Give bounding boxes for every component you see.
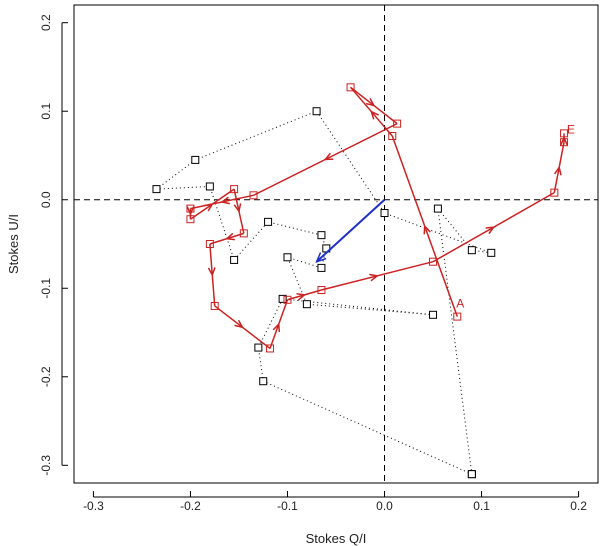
data-point-square xyxy=(312,107,321,116)
data-point-square xyxy=(388,132,397,141)
data-point-square xyxy=(302,300,311,309)
data-point-square xyxy=(346,83,355,92)
arrow-head xyxy=(207,267,216,277)
data-point-square xyxy=(560,129,569,138)
arrow-head xyxy=(220,196,230,205)
data-point-square xyxy=(239,229,248,238)
data-point-square xyxy=(433,204,442,213)
y-tick-label: -0.1 xyxy=(39,278,53,299)
arrow-head xyxy=(234,319,244,329)
data-point-square xyxy=(186,215,195,224)
arrow-head xyxy=(485,226,496,235)
y-tick-label: 0.1 xyxy=(39,103,53,120)
series-red-arrows-squares xyxy=(186,83,569,353)
data-point-square xyxy=(191,155,200,164)
y-tick-label: 0.2 xyxy=(39,14,53,31)
data-point-square xyxy=(259,377,268,386)
x-axis-title: Stokes Q/I xyxy=(306,531,367,546)
series-layer xyxy=(152,83,569,479)
data-point-square xyxy=(550,188,559,197)
arrow-head xyxy=(369,273,380,282)
x-tick-label: 0.0 xyxy=(376,499,393,513)
data-point-square xyxy=(266,344,275,353)
data-point-square xyxy=(230,185,239,194)
x-tick-label: 0.2 xyxy=(570,499,587,513)
series-dotted-black-squares xyxy=(152,107,496,479)
arrow-head xyxy=(323,152,334,161)
data-point-square xyxy=(453,312,462,321)
data-point-square xyxy=(230,255,239,264)
mean-vector-line xyxy=(315,199,386,263)
annotation-label: E xyxy=(567,122,575,136)
x-ticks: -0.3 -0.2 -0.1 0.0 0.1 0.2 xyxy=(83,491,587,513)
arrow-head xyxy=(315,252,327,263)
y-tick-label: 0.0 xyxy=(39,191,53,208)
arrow-head xyxy=(233,203,242,214)
y-ticks: -0.3 -0.2 -0.1 0.0 0.1 0.2 xyxy=(39,14,68,476)
data-point-square xyxy=(560,138,569,147)
x-tick-label: -0.2 xyxy=(180,499,201,513)
arrow-head xyxy=(370,110,379,120)
data-point-square xyxy=(467,246,476,255)
data-point-square xyxy=(210,301,219,310)
data-point-square xyxy=(429,310,438,319)
y-tick-label: -0.3 xyxy=(39,455,53,476)
arrow-head xyxy=(560,135,568,146)
data-point-square xyxy=(380,209,389,218)
arrow-head xyxy=(186,206,195,216)
data-point-square xyxy=(317,286,326,295)
x-tick-label: -0.1 xyxy=(277,499,298,513)
data-point-square xyxy=(264,217,273,226)
y-tick-label: -0.2 xyxy=(39,366,53,387)
plot-frame xyxy=(73,4,599,484)
arrow-head xyxy=(204,203,214,212)
data-point-square xyxy=(152,185,161,194)
data-point-square xyxy=(186,204,195,213)
data-point-square xyxy=(205,240,214,248)
annotation-layer: AE xyxy=(456,122,575,310)
data-point-square xyxy=(205,182,214,191)
arrow-head xyxy=(423,224,431,235)
y-axis-title: Stokes U/I xyxy=(6,214,21,274)
data-point-square xyxy=(317,231,326,240)
data-point-square xyxy=(283,295,292,304)
data-point-square xyxy=(429,257,438,266)
x-tick-label: 0.1 xyxy=(473,499,490,513)
arrow-head xyxy=(553,165,562,176)
series-blue-arrow xyxy=(315,199,386,263)
data-point-square xyxy=(249,191,258,200)
x-tick-label: -0.3 xyxy=(83,499,104,513)
data-point-square xyxy=(278,294,287,303)
dotted-path xyxy=(154,110,492,475)
data-point-square xyxy=(467,470,476,479)
arrow-head xyxy=(272,322,281,333)
data-point-square xyxy=(317,263,326,272)
data-point-square xyxy=(393,119,402,128)
data-point-square xyxy=(487,248,496,257)
arrow-head xyxy=(225,232,235,241)
data-point-square xyxy=(254,343,263,352)
arrow-head xyxy=(365,98,376,107)
data-point-square xyxy=(283,253,292,262)
annotation-label: A xyxy=(456,297,464,311)
arrow-head xyxy=(296,293,307,301)
